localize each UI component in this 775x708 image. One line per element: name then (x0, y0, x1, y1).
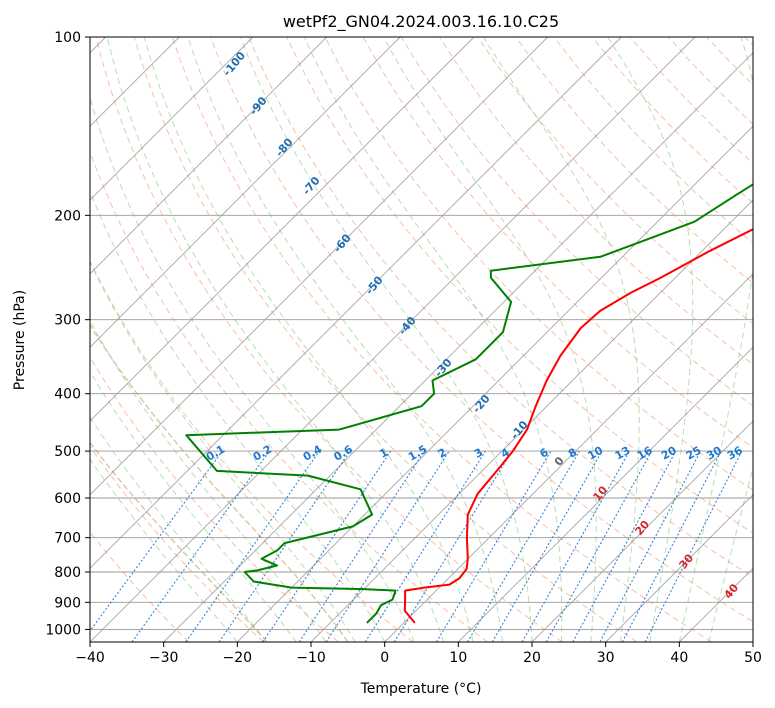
dewpoint-profile-line (185, 183, 753, 624)
y-tick-label: 500 (54, 444, 81, 460)
mixing-ratio-line (435, 450, 552, 642)
isotherm-line (236, 125, 753, 642)
y-tick-label: 800 (54, 565, 81, 581)
mixing-ratio-line (185, 450, 320, 642)
dry-adiabat-line (515, 37, 753, 284)
theta-e-line (90, 441, 268, 642)
mixing-ratio-line (131, 450, 270, 642)
plot-frame (89, 36, 754, 643)
isotherm-line (90, 37, 475, 422)
x-tick-label: −30 (149, 650, 179, 666)
isotherm-line (310, 199, 753, 642)
x-tick-label: −40 (75, 650, 105, 666)
moist-adiabat-line (708, 466, 753, 642)
dry-adiabat-line (133, 37, 638, 642)
mixing-ratio-line (491, 450, 603, 642)
mixing-ratio-line (364, 450, 486, 642)
moist-adiabat-line (482, 37, 640, 642)
x-tick-label: 50 (744, 650, 762, 666)
moist-adiabat-line (90, 458, 238, 642)
isotherm-line (90, 37, 549, 496)
x-tick-label: 10 (449, 650, 467, 666)
moist-adiabat-line (106, 37, 445, 642)
x-tick-label: 0 (380, 650, 389, 666)
plot-area: 0.1 0.2 0.4 0.6 1 1.5 2 3 4 6 8 10 13 16 20 25 30 36-100-… (90, 37, 753, 642)
isotherm-line (163, 52, 753, 642)
x-axis-label: Temperature (°C) (360, 681, 482, 697)
moist-adiabat-line (607, 37, 694, 642)
chart-title: wetPf2_GN04.2024.003.16.10.C25 (283, 12, 559, 32)
mixing-ratio-line (393, 450, 513, 642)
moist-adiabat-line (678, 37, 753, 642)
moist-adiabat-line (187, 37, 503, 642)
x-tick-label: −20 (223, 650, 253, 666)
moist-adiabat-line (90, 319, 327, 642)
y-tick-label: 300 (54, 313, 81, 329)
moist-adiabat-line (303, 37, 563, 642)
isotherm-line (457, 346, 753, 642)
moist-adiabat-line (239, 37, 533, 642)
dry-adiabat-line (90, 445, 264, 642)
dry-adiabat-line (95, 37, 563, 642)
y-tick-label: 100 (54, 30, 81, 46)
moist-adiabat-line (90, 189, 386, 642)
isotherm-line (90, 37, 254, 201)
isotherm-line (90, 37, 622, 569)
temperature-profile-line (403, 228, 753, 624)
isotherm-line (605, 494, 753, 642)
y-tick-label: 400 (54, 387, 81, 403)
y-tick-label: 900 (54, 595, 81, 611)
mixing-ratio-line (90, 450, 223, 632)
mixing-ratio-line (572, 450, 677, 642)
isotherm-line (90, 37, 328, 275)
dry-adiabat-line (171, 37, 712, 642)
dry-adiabat-line (90, 259, 414, 642)
mixing-ratio-line (325, 450, 450, 642)
moist-adiabat-line (90, 260, 356, 642)
x-tick-label: −10 (296, 650, 326, 666)
dry-adiabat-line (90, 356, 339, 642)
x-tick-label: 20 (523, 650, 541, 666)
mixing-ratio-line (218, 450, 351, 642)
mixing-ratio-line (545, 450, 653, 642)
mixing-ratio-line (521, 450, 630, 642)
y-tick-label: 600 (54, 491, 81, 507)
isotherm-line (90, 37, 696, 642)
y-tick-label: 200 (54, 208, 81, 224)
isotherm-line (384, 273, 753, 642)
y-axis-label: Pressure (hPa) (12, 290, 28, 390)
isotherm-line (90, 37, 401, 348)
dry-adiabat-line (286, 37, 753, 534)
moist-adiabat-line (383, 37, 597, 642)
x-tick-label: 30 (597, 650, 615, 666)
moist-adiabat-line (90, 370, 297, 642)
x-tick-label: 40 (670, 650, 688, 666)
isotherm-line (531, 420, 753, 642)
axes: −40 −30 −20 −10 0 10 20 30 40 50 100 200 300 400 500 60… (45, 30, 762, 666)
dry-adiabat-line (210, 37, 753, 623)
y-tick-label: 1000 (45, 622, 81, 638)
y-tick-label: 700 (54, 531, 81, 547)
mixing-ratio-line (467, 450, 580, 642)
dry-adiabat-line (248, 37, 753, 578)
moist-adiabat-line (90, 416, 268, 642)
